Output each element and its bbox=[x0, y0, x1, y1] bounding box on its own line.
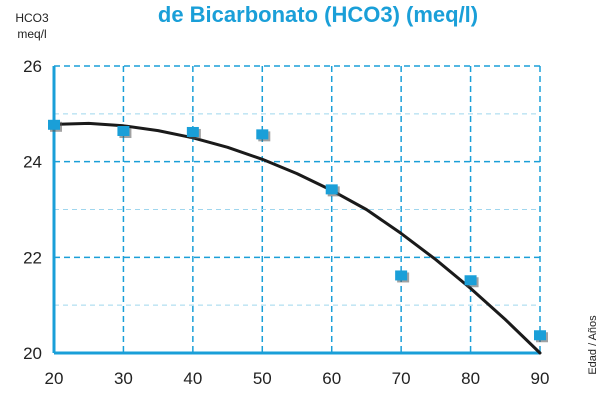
y-tick-label: 20 bbox=[23, 344, 42, 363]
data-point-marker bbox=[534, 330, 546, 341]
data-point-marker bbox=[256, 129, 269, 140]
data-point-marker bbox=[186, 126, 199, 137]
trend-curve bbox=[52, 121, 542, 355]
x-axis-label: Edad / Años bbox=[587, 315, 599, 375]
data-point-marker bbox=[325, 184, 338, 195]
y-axis-label-line1: HCO3 bbox=[15, 11, 49, 25]
y-tick-label: 24 bbox=[23, 153, 42, 172]
data-point bbox=[395, 270, 410, 283]
x-tick-label: 20 bbox=[45, 369, 64, 388]
data-point bbox=[464, 275, 479, 288]
trend-curve-layer bbox=[52, 121, 542, 355]
data-point bbox=[325, 184, 340, 197]
x-tick-label: 50 bbox=[253, 369, 272, 388]
x-tick-label: 30 bbox=[114, 369, 133, 388]
data-points bbox=[48, 119, 548, 343]
y-tick-label: 26 bbox=[23, 57, 42, 76]
axes bbox=[52, 66, 540, 355]
data-point bbox=[256, 129, 271, 142]
x-tick-label: 60 bbox=[322, 369, 341, 388]
data-point bbox=[186, 126, 201, 139]
data-point bbox=[48, 119, 62, 132]
chart-title: de Bicarbonato (HCO3) (meq/l) bbox=[158, 2, 478, 27]
data-point bbox=[534, 330, 548, 343]
data-point-marker bbox=[464, 275, 477, 286]
data-point-marker bbox=[395, 270, 408, 281]
y-axis-label-line2: meq/l bbox=[17, 27, 46, 41]
data-point bbox=[117, 126, 132, 139]
data-point-marker bbox=[48, 119, 60, 130]
x-tick-label: 40 bbox=[183, 369, 202, 388]
y-tick-label: 22 bbox=[23, 248, 42, 267]
grid bbox=[54, 65, 541, 353]
tick-labels: 20 30 40 50 60 70 80 90 20 22 24 26 bbox=[23, 57, 549, 388]
x-tick-label: 80 bbox=[461, 369, 480, 388]
x-tick-label: 70 bbox=[392, 369, 411, 388]
x-tick-label: 90 bbox=[531, 369, 550, 388]
data-point-marker bbox=[117, 126, 130, 137]
